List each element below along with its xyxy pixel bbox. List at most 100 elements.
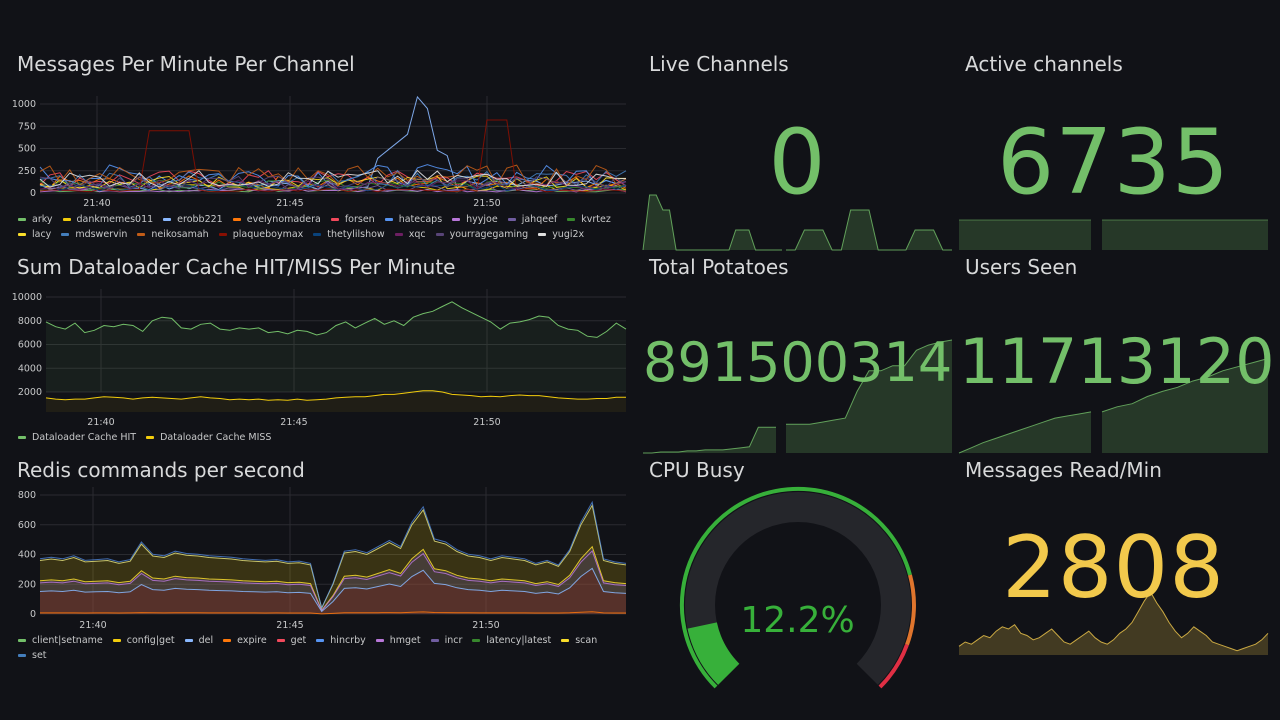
x-tick-label: 21:40 [87,417,114,428]
redis-legend: client|setname config|get del expire get hinc… [18,635,628,661]
stat-value: 891500314 [643,331,953,394]
legend-label: scan [575,635,598,646]
y-tick-label: 0 [30,609,36,620]
dataloader-legend: Dataloader Cache HIT Dataloader Cache MIS… [18,432,628,443]
panel-title: Sum Dataloader Cache HIT/MISS Per Minute [17,255,456,279]
legend-item[interactable]: jahqeef [507,214,558,225]
panel-title: Active channels [965,52,1123,76]
legend-swatch [316,639,325,642]
legend-item[interactable]: thetylilshow [313,229,385,240]
legend-item[interactable]: dankmemes011 [62,214,153,225]
y-tick-label: 250 [18,166,36,177]
legend-item[interactable]: neikosamah [137,229,209,240]
y-tick-label: 2000 [18,387,42,398]
series-line [39,175,627,190]
legend-swatch [435,233,444,236]
legend-item[interactable]: lacy [18,229,51,240]
legend-item[interactable]: mdswervin [61,229,127,240]
series-area [46,390,626,412]
legend-label: get [290,635,307,646]
panel-live-channels[interactable]: Live Channels 0 [643,52,952,250]
legend-item[interactable]: del [184,635,214,646]
y-tick-label: 400 [18,550,36,561]
legend-swatch [112,639,121,642]
legend-swatch [18,639,26,642]
legend-swatch [163,218,172,221]
y-tick-label: 0 [30,188,36,199]
legend-item[interactable]: erobb221 [163,214,223,225]
legend-label: kvrtez [581,214,611,225]
legend-item[interactable]: scan [561,635,597,646]
legend-item[interactable]: latency|latest [472,635,551,646]
x-tick-label: 21:50 [473,417,500,428]
legend-item[interactable]: kvrtez [567,214,611,225]
panel-cpu-busy[interactable]: CPU Busy 12.2% [643,458,952,656]
legend-swatch [507,218,516,221]
legend-label: jahqeef [521,214,558,225]
x-tick-label: 21:45 [280,417,307,428]
legend-label: arky [32,214,53,225]
legend-label: del [198,635,214,646]
legend-item[interactable]: Dataloader Cache HIT [18,432,136,443]
series-area [46,301,626,392]
panel-title: Users Seen [965,255,1078,279]
panel-active-channels[interactable]: Active channels 6735 [959,52,1268,250]
legend-swatch [223,639,232,642]
legend-swatch [146,436,155,439]
panel-total-potatoes[interactable]: Total Potatoes 891500314 [643,255,952,453]
y-tick-label: 500 [18,144,36,155]
legend-item[interactable]: expire [223,635,267,646]
series-area [40,546,626,614]
panel-users-seen[interactable]: Users Seen 11713120 [959,255,1275,453]
legend-label: Dataloader Cache HIT [32,432,137,443]
legend-item[interactable]: config|get [112,635,175,646]
legend-item[interactable]: client|setname [18,635,103,646]
y-tick-label: 1000 [12,99,36,110]
legend-swatch [313,233,322,236]
legend-item[interactable]: arky [18,214,53,225]
legend-swatch [61,233,70,236]
panel-title: Total Potatoes [649,255,789,279]
legend-item[interactable]: set [18,650,47,661]
series-line [45,301,627,338]
x-tick-label: 21:50 [472,620,499,631]
stat-value: 11713120 [959,325,1275,398]
legend-label: incr [444,635,463,646]
legend-item[interactable]: incr [430,635,463,646]
legend-label: yugi2x [552,229,585,240]
legend-item[interactable]: evelynomadera [232,214,321,225]
legend-item[interactable]: plaqueboymax [218,229,303,240]
legend-item[interactable]: yugi2x [538,229,584,240]
legend-item[interactable]: get [276,635,307,646]
y-tick-label: 4000 [18,363,42,374]
legend-swatch [184,639,193,642]
legend-item[interactable]: hatecaps [384,214,442,225]
legend-item[interactable]: hincrby [316,635,366,646]
panel-title: Live Channels [649,52,789,76]
legend-label: forsen [344,214,375,225]
legend-label: hmget [389,635,421,646]
legend-swatch [472,639,481,642]
legend-swatch [276,639,285,642]
legend-swatch [567,218,576,221]
legend-swatch [430,639,439,642]
legend-swatch [137,233,146,236]
legend-item[interactable]: forsen [330,214,375,225]
legend-label: client|setname [32,635,103,646]
legend-item[interactable]: hmget [375,635,421,646]
legend-item[interactable]: hyyjoe [452,214,498,225]
legend-item[interactable]: Dataloader Cache MISS [146,432,271,443]
series-line [39,169,627,188]
panel-messages-read[interactable]: Messages Read/Min 2808 [959,458,1268,656]
legend-item[interactable]: xqc [394,229,426,240]
series-line [39,183,627,192]
panel-title: CPU Busy [649,458,745,482]
legend-swatch [18,436,26,439]
legend-swatch [394,233,403,236]
series-line [39,170,627,188]
legend-item[interactable]: yourragegaming [435,229,528,240]
gauge-value: 12.2% [740,600,855,641]
